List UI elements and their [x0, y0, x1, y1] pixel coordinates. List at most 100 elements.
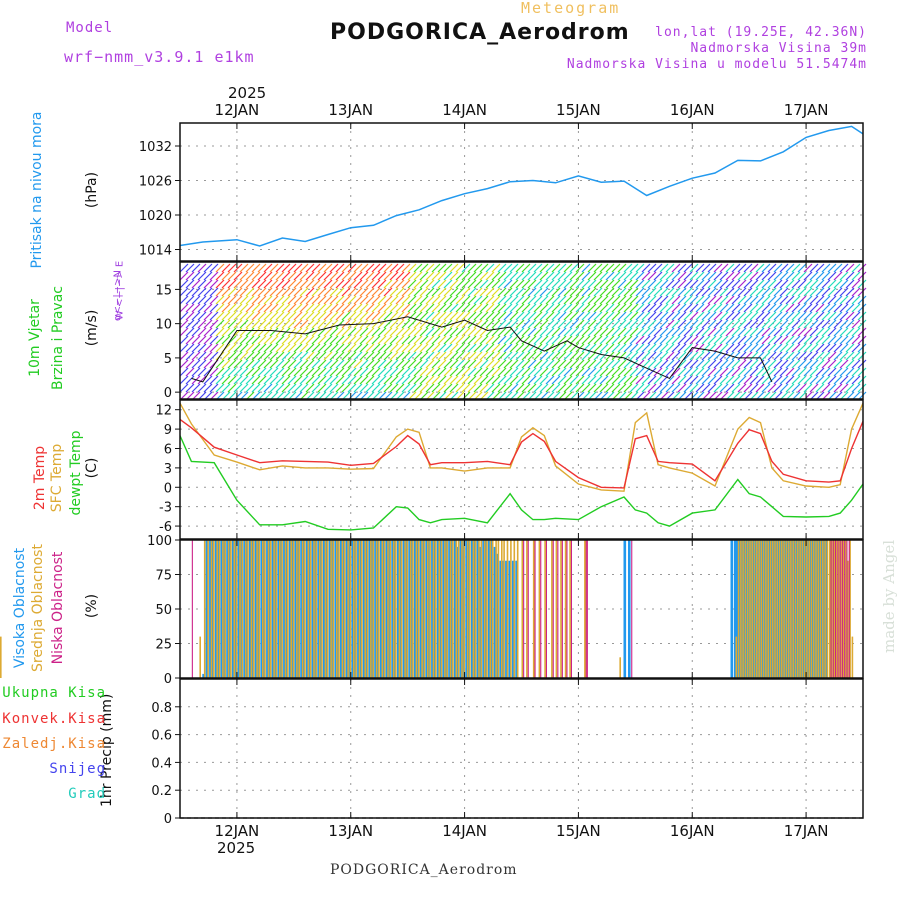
wind-barb: [785, 359, 795, 369]
wind-barb: [455, 295, 465, 305]
cloud-bar-mid: [842, 540, 845, 678]
wind-barb: [857, 271, 867, 281]
wind-barb: [629, 335, 639, 345]
cloud-bar-high: [482, 540, 485, 678]
x-tick-label-bottom: 17JAN: [784, 822, 829, 840]
wind-barb: [311, 287, 321, 297]
wind-barb: [359, 263, 369, 273]
wind-barb: [179, 295, 189, 305]
wind-barb: [473, 383, 483, 393]
wind-barb: [557, 359, 567, 369]
wind-barb: [653, 375, 663, 385]
wind-barb: [557, 319, 567, 329]
cloud-bar-mid: [817, 540, 820, 678]
wind-barb: [545, 271, 555, 281]
wind-barb: [359, 279, 369, 289]
wind-barb: [527, 319, 537, 329]
wind-barb: [221, 263, 231, 273]
wind-barb: [833, 343, 843, 353]
wind-barb: [671, 343, 681, 353]
wind-barb: [659, 271, 669, 281]
cloud-bar-mid: [421, 540, 423, 678]
wind-barb: [443, 271, 453, 281]
cloud-bar-mid: [264, 540, 266, 678]
wind-barb: [461, 367, 471, 377]
credit-watermark: made by Angel: [880, 539, 898, 653]
wind-barb: [815, 383, 825, 393]
wind-barb: [377, 335, 387, 345]
wind-barb: [749, 383, 759, 393]
wind-barb: [257, 327, 267, 337]
wind-barb: [761, 359, 771, 369]
wind-barb: [503, 335, 513, 345]
wind-barb: [389, 295, 399, 305]
wind-barb: [257, 375, 267, 385]
wind-barb: [737, 271, 747, 281]
wind-barb: [773, 383, 783, 393]
cloud-bar-mid: [526, 540, 528, 678]
wind-barb: [677, 359, 687, 369]
cloud-bar-mid: [822, 540, 824, 678]
wind-barb: [629, 303, 639, 313]
wind-barb: [545, 383, 555, 393]
wind-barb: [437, 327, 447, 337]
wind-barb: [767, 327, 777, 337]
wind-barb: [551, 335, 561, 345]
y-tick-label: 5: [164, 352, 172, 367]
wind-barb: [713, 279, 723, 289]
wind-barb: [191, 295, 201, 305]
cloud-bar-high: [743, 540, 746, 678]
cloud-bar-low: [561, 540, 563, 678]
wind-barb: [317, 335, 327, 345]
wind-barb: [467, 351, 477, 361]
cloud-bar-high: [305, 540, 309, 678]
wind-barb: [527, 367, 537, 377]
wind-speed-line: [191, 316, 773, 383]
wind-barb: [437, 359, 447, 369]
wind-barb: [245, 295, 255, 305]
cloud-bar-mid: [404, 540, 406, 678]
wind-barb: [269, 359, 279, 369]
wind-barb: [209, 319, 219, 329]
cloud-bar-mid: [521, 540, 524, 678]
wind-barb: [569, 279, 579, 289]
wind-barb: [401, 279, 411, 289]
wind-barb: [509, 271, 519, 281]
wind-barb: [515, 327, 525, 337]
cloud-bar-mid: [218, 540, 221, 678]
wind-barb: [251, 271, 261, 281]
wind-barb: [269, 335, 279, 345]
wind-barb: [431, 287, 441, 297]
wind-barb: [413, 287, 423, 297]
wind-barb: [437, 311, 447, 321]
wind-barb: [275, 327, 285, 337]
cloud-bar-high: [328, 540, 332, 678]
wind-barb: [629, 311, 639, 321]
cloud-bar-mid: [742, 540, 744, 678]
elevation-label: Nadmorska Visina 39m: [690, 41, 867, 56]
wind-barb: [185, 311, 195, 321]
cloud-bar-mid: [847, 560, 849, 678]
wind-barb: [557, 279, 567, 289]
wind-barb: [275, 303, 285, 313]
wind-barb: [317, 343, 327, 353]
wind-barb: [467, 343, 477, 353]
wind-barb: [287, 295, 297, 305]
wind-barb: [713, 311, 723, 321]
wind-barb: [491, 303, 501, 313]
wind-barb: [281, 335, 291, 345]
wind-barb: [641, 327, 651, 337]
cloud-bar-high: [288, 540, 292, 678]
wind-barb: [497, 351, 507, 361]
wind-barb: [197, 311, 207, 321]
wind-barb: [755, 367, 765, 377]
cloud-bar-mid: [343, 540, 346, 678]
wind-barb: [593, 375, 603, 385]
lonlat-label: lon,lat (19.25E, 42.36N): [655, 25, 867, 40]
wind-barb: [335, 383, 345, 393]
wind-barb: [659, 311, 669, 321]
cloud-title-low: Niska Oblacnost: [50, 551, 66, 665]
wind-barb: [695, 343, 705, 353]
wind-barb: [851, 383, 861, 393]
cloud-bar-high: [439, 540, 442, 678]
